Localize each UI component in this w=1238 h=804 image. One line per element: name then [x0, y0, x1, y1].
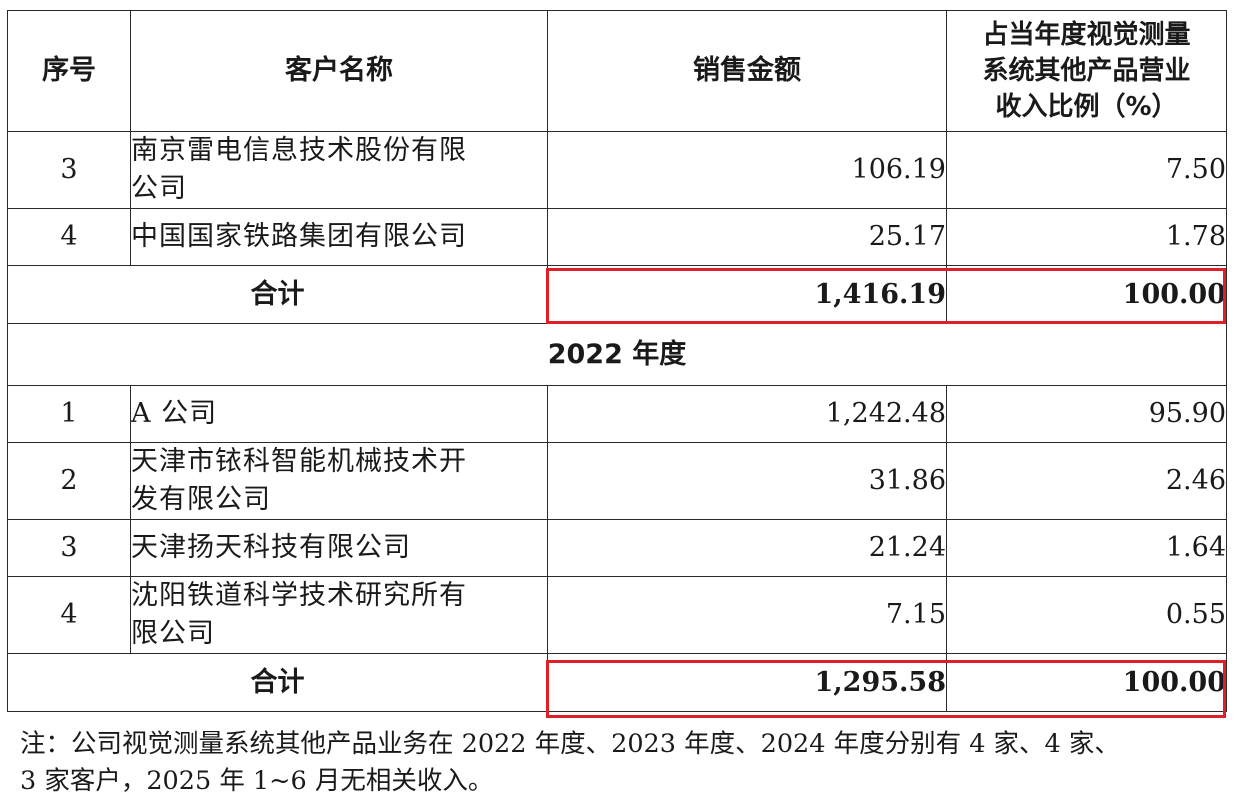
- table-row: 4 沈阳铁道科学技术研究所有 限公司 7.15 0.55: [7, 576, 1227, 654]
- footnote: 注：公司视觉测量系统其他产品业务在 2022 年度、2023 年度、2024 年…: [20, 726, 1238, 800]
- row-customer-name: 中国国家铁路集团有限公司: [130, 208, 548, 266]
- row-sales-amount: 31.86: [547, 442, 947, 520]
- header-ratio-line-1: 占当年度视觉测量: [982, 20, 1191, 50]
- row-sales-amount: 25.17: [547, 208, 947, 266]
- row-revenue-ratio: 7.50: [946, 131, 1227, 209]
- year-section-row: 2022 年度: [7, 323, 1227, 386]
- header-ratio-line-2: 系统其他产品营业: [982, 56, 1191, 86]
- sales-table: 序号 客户名称 销售金额 占当年度视觉测量 系统其他产品营业 收入比例（%） 3…: [7, 10, 1227, 712]
- customer-name-line-2: 公司: [131, 173, 187, 204]
- header-sales-amount: 销售金额: [547, 10, 947, 132]
- total-sales-amount: 1,295.58: [547, 653, 947, 712]
- row-customer-name: A 公司: [130, 385, 548, 443]
- row-sales-amount: 21.24: [547, 519, 947, 577]
- row-revenue-ratio: 0.55: [946, 576, 1227, 654]
- row-sales-amount: 7.15: [547, 576, 947, 654]
- total-sales-amount: 1,416.19: [547, 265, 947, 324]
- row-customer-name: 沈阳铁道科学技术研究所有 限公司: [130, 576, 548, 654]
- row-seq: 4: [7, 576, 131, 654]
- customer-name-line-2: 发有限公司: [131, 484, 271, 515]
- total-label: 合计: [7, 265, 548, 324]
- table-row: 4 中国国家铁路集团有限公司 25.17 1.78: [7, 208, 1227, 266]
- row-seq: 3: [7, 519, 131, 577]
- table-row: 1 A 公司 1,242.48 95.90: [7, 385, 1227, 443]
- row-revenue-ratio: 2.46: [946, 442, 1227, 520]
- table-row: 3 南京雷电信息技术股份有限 公司 106.19 7.50: [7, 131, 1227, 209]
- customer-name-line-1: 南京雷电信息技术股份有限: [131, 135, 467, 166]
- row-customer-name: 天津市铱科智能机械技术开 发有限公司: [130, 442, 548, 520]
- row-sales-amount: 106.19: [547, 131, 947, 209]
- customer-name-line-2: 限公司: [131, 618, 215, 649]
- row-seq: 1: [7, 385, 131, 443]
- row-seq: 4: [7, 208, 131, 266]
- total-revenue-ratio: 100.00: [946, 265, 1227, 324]
- table-row: 3 天津扬天科技有限公司 21.24 1.64: [7, 519, 1227, 577]
- total-row-2023: 合计 1,416.19 100.00: [7, 265, 1227, 324]
- header-ratio-line-3: 收入比例（%）: [995, 92, 1178, 122]
- total-revenue-ratio: 100.00: [946, 653, 1227, 712]
- row-seq: 2: [7, 442, 131, 520]
- table-row: 2 天津市铱科智能机械技术开 发有限公司 31.86 2.46: [7, 442, 1227, 520]
- row-customer-name: 天津扬天科技有限公司: [130, 519, 548, 577]
- header-seq: 序号: [7, 10, 131, 132]
- year-section-label: 2022 年度: [7, 323, 1227, 386]
- total-row-2022: 合计 1,295.58 100.00: [7, 653, 1227, 712]
- footnote-line-2: 3 家客户，2025 年 1~6 月无相关收入。: [20, 766, 494, 796]
- header-customer-name: 客户名称: [130, 10, 548, 132]
- table-header-row: 序号 客户名称 销售金额 占当年度视觉测量 系统其他产品营业 收入比例（%）: [7, 10, 1227, 132]
- customer-name-line-1: 沈阳铁道科学技术研究所有: [131, 580, 467, 611]
- footnote-line-1: 注：公司视觉测量系统其他产品业务在 2022 年度、2023 年度、2024 年…: [20, 729, 1120, 759]
- row-sales-amount: 1,242.48: [547, 385, 947, 443]
- row-revenue-ratio: 1.64: [946, 519, 1227, 577]
- total-label: 合计: [7, 653, 548, 712]
- row-revenue-ratio: 95.90: [946, 385, 1227, 443]
- header-revenue-ratio: 占当年度视觉测量 系统其他产品营业 收入比例（%）: [946, 10, 1227, 132]
- row-revenue-ratio: 1.78: [946, 208, 1227, 266]
- customer-name-line-1: 天津市铱科智能机械技术开: [131, 446, 467, 477]
- row-seq: 3: [7, 131, 131, 209]
- row-customer-name: 南京雷电信息技术股份有限 公司: [130, 131, 548, 209]
